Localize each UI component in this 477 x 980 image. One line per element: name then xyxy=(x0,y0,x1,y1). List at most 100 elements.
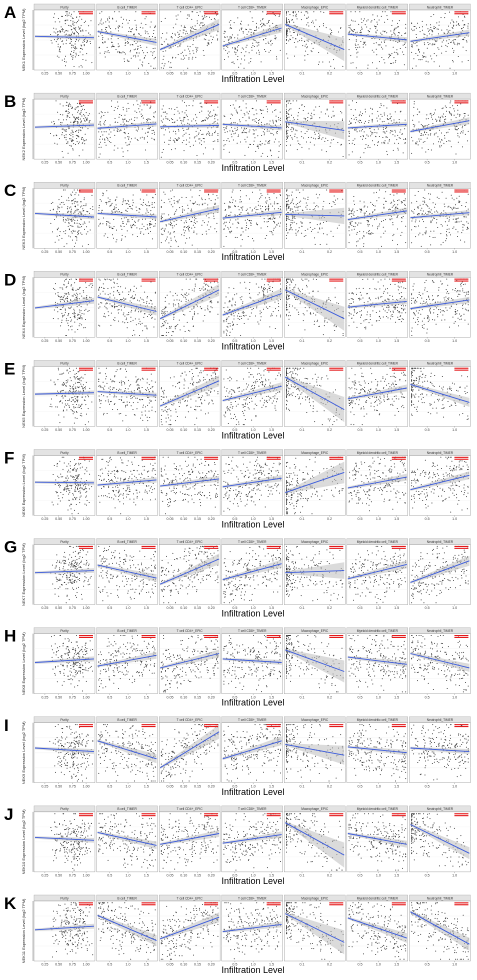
stat-annotation-mark xyxy=(78,636,93,638)
facet-strip-label: B cell_TIMER xyxy=(117,451,137,455)
x-tick-label: 0.20 xyxy=(208,339,215,343)
x-tick-label: 0.5 xyxy=(358,517,363,521)
stat-annotation-mark xyxy=(391,545,406,547)
stat-annotation-mark xyxy=(78,189,93,191)
x-tick-label: 0.50 xyxy=(55,72,62,76)
stat-annotation-mark xyxy=(329,280,344,282)
x-tick-label: 1.0 xyxy=(251,339,256,343)
y-axis-label: NEK10 Expression Level (log2 TPM) xyxy=(21,809,26,875)
facet-4: Macrophage_EPIC 0.1 0.2 xyxy=(284,627,346,699)
x-tick-label: 1.5 xyxy=(269,874,274,878)
x-tick-label: 1.5 xyxy=(144,250,149,254)
x-tick-label: 0.05 xyxy=(167,784,174,788)
regression-line xyxy=(347,210,407,220)
panel-letter: J xyxy=(4,805,13,824)
facet-0: Purity 0.25 0.50 0.75 1.00 xyxy=(33,271,96,343)
x-tick-label: 1.5 xyxy=(144,428,149,432)
facet-strip-label: Macrophage_EPIC xyxy=(301,896,329,900)
facet-3: T cell CD8+_TIMER 0.5 1.0 1.5 xyxy=(221,182,283,254)
x-tick-label: 0.15 xyxy=(194,517,201,521)
facet-strip-label: T cell CD8+_TIMER xyxy=(238,94,267,98)
stat-annotation-mark xyxy=(78,278,93,280)
y-axis-label: NEK6 Expression Level (log2 TPM) xyxy=(21,453,26,517)
facet-strip-label: Purity xyxy=(60,896,69,900)
facet-6: Neutrophil_TIMER 0.5 1.0 xyxy=(409,716,471,788)
stat-annotation-mark xyxy=(391,280,406,282)
x-tick-label: 0.05 xyxy=(167,250,174,254)
stat-annotation-mark xyxy=(204,636,219,638)
x-tick-label: 0.2 xyxy=(327,250,332,254)
stat-annotation-mark xyxy=(204,458,219,460)
facet-strip-label: Myeloid dendritic cell_TIMER xyxy=(357,718,399,722)
regression-line xyxy=(222,211,282,219)
stat-annotation-mark xyxy=(266,280,281,282)
x-axis-label: Infiltration Level xyxy=(221,341,284,351)
stat-annotation-mark xyxy=(204,100,219,102)
regression-line xyxy=(285,913,345,943)
x-tick-label: 0.5 xyxy=(232,72,237,76)
panel-c: C NEK3 Expression Level (log2 TPM) Purity 0… xyxy=(4,181,471,262)
facet-5: Myeloid dendritic cell_TIMER 0.5 1.0 1.5 xyxy=(346,3,409,76)
x-tick-label: 0.5 xyxy=(232,517,237,521)
x-tick-label: 0.75 xyxy=(69,874,76,878)
x-tick-label: 0.5 xyxy=(358,695,363,699)
x-tick-label: 1.5 xyxy=(394,428,399,432)
x-tick-label: 1.0 xyxy=(376,874,381,878)
facet-2: T cell CD4+_EPIC 0.05 0.10 0.15 0.20 xyxy=(158,92,221,165)
facet-1: B cell_TIMER 0.5 1.0 1.5 xyxy=(96,92,158,165)
x-tick-label: 0.05 xyxy=(167,874,174,878)
regression-line xyxy=(34,747,94,753)
facet-strip-label: Myeloid dendritic cell_TIMER xyxy=(357,896,399,900)
regression-line xyxy=(97,564,157,579)
x-tick-label: 1.0 xyxy=(452,784,457,788)
stat-annotation-mark xyxy=(391,902,406,904)
x-tick-label: 0.5 xyxy=(425,695,430,699)
regression-line xyxy=(410,560,470,583)
facet-strip-label: Purity xyxy=(60,540,69,544)
scatter-points xyxy=(49,367,93,426)
x-tick-label: 0.5 xyxy=(358,72,363,76)
facet-strip-label: T cell CD8+_TIMER xyxy=(238,5,267,9)
x-tick-label: 0.50 xyxy=(55,428,62,432)
facet-strip-label: Macrophage_EPIC xyxy=(301,5,329,9)
x-tick-label: 0.5 xyxy=(358,428,363,432)
stat-annotation-mark xyxy=(454,545,469,547)
regression-line xyxy=(160,478,220,487)
stat-annotation-mark xyxy=(204,547,219,549)
regression-line xyxy=(97,914,157,942)
stat-annotation-mark xyxy=(454,724,469,726)
stat-annotation-mark xyxy=(329,545,344,547)
stat-annotation-mark xyxy=(391,813,406,815)
regression-line xyxy=(410,474,470,491)
facet-1: B cell_TIMER 0.5 1.0 1.5 xyxy=(96,627,158,699)
x-tick-label: 1.5 xyxy=(394,606,399,610)
facet-strip-label: T cell CD4+_EPIC xyxy=(177,896,204,900)
x-tick-label: 0.2 xyxy=(327,517,332,521)
facet-0: Purity 0.25 0.50 0.75 1.00 xyxy=(33,360,96,432)
facet-strip-label: Neutrophil_TIMER xyxy=(427,629,454,633)
stat-annotation-mark xyxy=(454,13,469,15)
stat-annotation-mark xyxy=(141,100,156,102)
stat-annotation-mark xyxy=(454,904,469,906)
stat-annotation-mark xyxy=(141,280,156,282)
x-tick-label: 0.10 xyxy=(180,72,187,76)
regression-line xyxy=(410,120,470,132)
panel-e: E NEK5 Expression Level (log2 TPM) Purity 0… xyxy=(4,359,471,440)
confidence-band xyxy=(410,910,470,951)
stat-annotation-mark xyxy=(454,458,469,460)
regression-line xyxy=(97,831,157,846)
x-tick-label: 0.2 xyxy=(327,784,332,788)
stat-annotation-mark xyxy=(454,547,469,549)
regression-line xyxy=(97,123,157,129)
x-tick-label: 1.0 xyxy=(126,606,131,610)
facet-strip-label: T cell CD4+_EPIC xyxy=(177,451,204,455)
stat-annotation-mark xyxy=(204,902,219,904)
x-tick-label: 0.5 xyxy=(232,784,237,788)
panel-f: F NEK6 Expression Level (log2 TPM) Purity 0… xyxy=(4,449,471,530)
facet-0: Purity 0.25 0.50 0.75 1.00 xyxy=(33,716,96,788)
x-tick-label: 0.5 xyxy=(425,517,430,521)
facet-strip-label: T cell CD8+_TIMER xyxy=(238,718,267,722)
facet-5: Myeloid dendritic cell_TIMER 0.5 1.0 1.5 xyxy=(346,271,409,343)
facet-4: Macrophage_EPIC 0.1 0.2 xyxy=(284,805,346,878)
regression-line xyxy=(159,916,220,940)
